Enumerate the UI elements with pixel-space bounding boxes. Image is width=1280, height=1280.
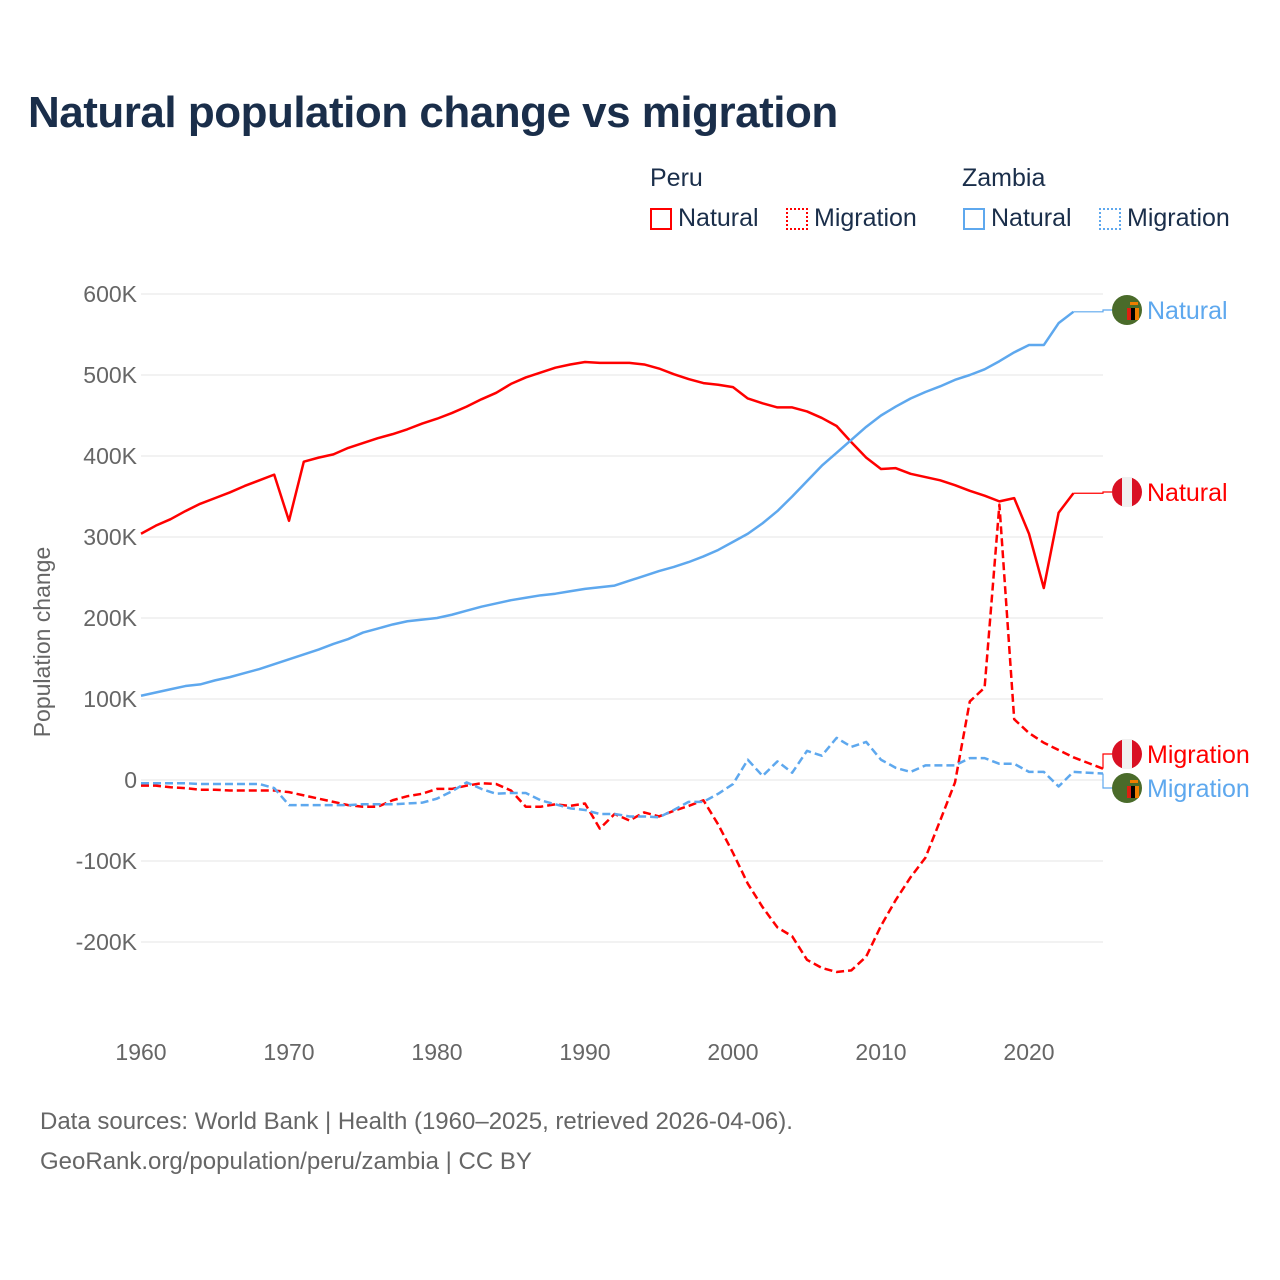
legend-swatch [963,207,985,230]
y-tick-label: -200K [76,929,138,955]
legend-label: Natural [678,204,759,232]
legend-swatch [650,207,672,230]
y-tick-label: 400K [83,443,137,469]
series-end-label: Natural [1147,479,1228,507]
series-line-zambia-natural [140,310,1075,697]
zambia-flag-stripe [1127,308,1131,320]
legend-swatch [786,207,808,230]
series-end-label: Migration [1147,741,1250,769]
zambia-flag-stripe [1135,308,1139,320]
source-note: Data sources: World Bank | Health (1960–… [40,1108,793,1135]
series-line-peru-natural [140,360,1075,590]
label-connector [1102,753,1112,769]
legend-label: Migration [1127,204,1230,232]
series-end-label: Natural [1147,297,1228,325]
source-url: GeoRank.org/population/peru/zambia | CC … [40,1148,532,1175]
legend-label: Natural [991,204,1072,232]
x-tick-label: 2010 [855,1039,906,1065]
y-tick-label: 200K [83,605,137,631]
x-tick-label: 1990 [559,1039,610,1065]
x-tick-label: 1980 [411,1039,462,1065]
series-line-peru-migration [141,503,1104,974]
x-tick-label: 2000 [707,1039,758,1065]
zambia-flag-stripe [1127,786,1131,798]
y-tick-label: 500K [83,362,137,388]
zambia-flag-eagle [1130,780,1138,783]
y-tick-label: 300K [83,524,137,550]
peru-flag-stripe [1122,477,1132,507]
label-connector [1073,491,1112,494]
legend-item-zambia-natural[interactable]: Natural [963,204,1072,233]
series-line-zambia-migration [141,736,1104,819]
legend-label: Migration [814,204,917,232]
legend-group-peru: Peru [650,164,703,192]
legend-item-zambia-migration[interactable]: Migration [1099,204,1230,233]
legend-group-zambia: Zambia [962,164,1046,192]
y-axis-label: Population change [29,547,55,738]
series-end-label: Migration [1147,775,1250,803]
chart-title: Natural population change vs migration [28,88,838,137]
x-tick-label: 2020 [1003,1039,1054,1065]
legend-swatch [1099,207,1121,230]
y-tick-label: 0 [124,767,137,793]
legend-item-peru-natural[interactable]: Natural [650,204,759,233]
x-tick-label: 1960 [115,1039,166,1065]
zambia-flag-eagle [1130,302,1138,305]
y-tick-label: -100K [76,848,138,874]
label-connector [1073,309,1112,313]
x-tick-label: 1970 [263,1039,314,1065]
legend-item-peru-migration[interactable]: Migration [786,204,917,233]
y-tick-label: 100K [83,686,137,712]
zambia-flag-stripe [1131,786,1135,798]
zambia-flag-stripe [1131,308,1135,320]
peru-flag-stripe [1122,739,1132,769]
y-tick-label: 600K [83,281,137,307]
zambia-flag-stripe [1135,786,1139,798]
label-connector [1102,773,1112,789]
